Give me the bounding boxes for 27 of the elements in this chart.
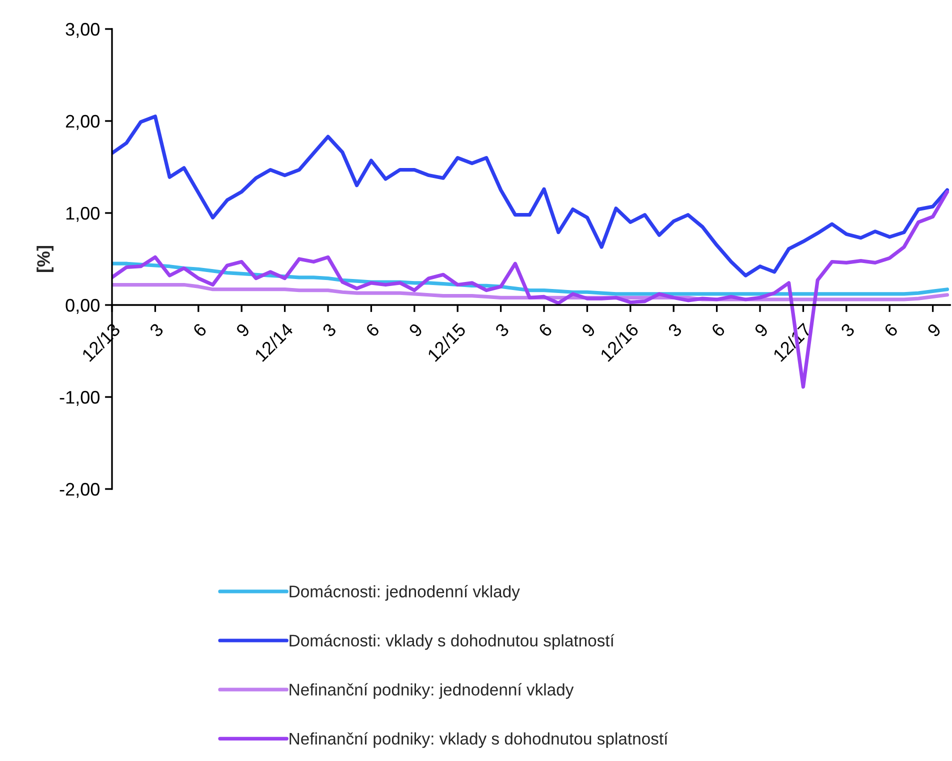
x-tick-label: 6 [365,322,380,338]
x-tick-label: 9 [408,322,424,338]
x-tick-label: 3 [322,322,337,338]
y-tick-label: 2,00 [66,114,100,130]
x-tick-label: 6 [538,322,553,338]
line-series [112,114,950,278]
legend-label: Nefinanční podniky: jednodenní vklady [290,683,574,699]
x-tick-label: 3 [494,322,510,338]
y-tick-label: 1,00 [66,206,100,222]
x-tick-label: 9 [235,322,250,338]
y-axis-title: [%] [36,246,54,272]
x-tick-label: 9 [581,322,596,338]
x-tick-label: 6 [710,322,726,338]
x-tick-label: 3 [840,322,856,338]
x-tick-label: 6 [192,322,208,338]
legend-label: Domácnosti: vklady s dohodnutou splatností [290,634,614,650]
y-tick-label: -2,00 [60,482,100,498]
y-tick-label: -1,00 [60,390,100,406]
x-tick-label: 9 [754,322,769,338]
x-tick-label: 9 [926,322,942,338]
x-tick-label: 3 [148,322,164,338]
x-tick-label: 6 [884,322,898,338]
y-tick-label: 0,00 [66,298,100,314]
legend-label: Domácnosti: jednodenní vklady [290,585,520,601]
x-tick-label: 3 [667,322,682,338]
legend-label: Nefinanční podniky: vklady s dohodnutou splatností [290,732,668,748]
y-tick-label: 3,00 [66,22,100,38]
